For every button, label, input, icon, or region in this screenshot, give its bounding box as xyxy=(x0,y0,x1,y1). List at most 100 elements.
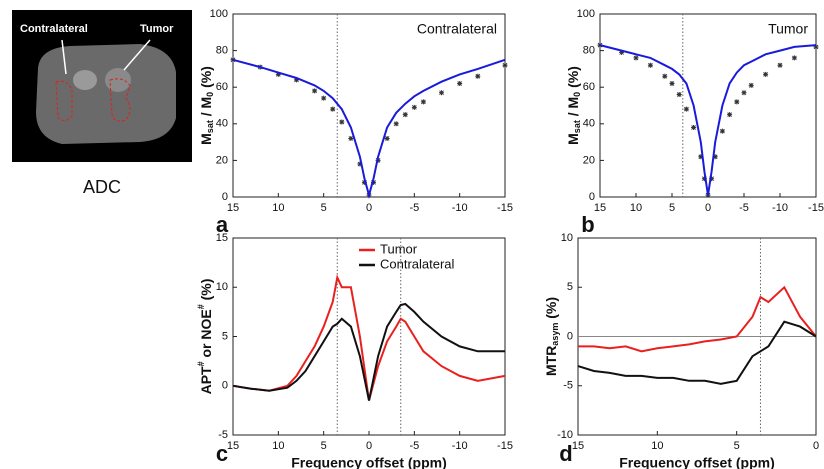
panel-letter: d xyxy=(559,441,572,466)
x-tick-label: 10 xyxy=(272,440,284,452)
y-axis-label: Msat / M0 (%) xyxy=(198,66,216,145)
y-axis-label-part: (%) xyxy=(198,66,214,92)
image-label: Contralateral xyxy=(20,23,88,35)
x-tick-label: -10 xyxy=(452,202,468,214)
brain-detail xyxy=(105,68,131,92)
y-tick-label: -10 xyxy=(557,429,573,441)
y-axis-label: Msat / M0 (%) xyxy=(565,66,583,145)
data-point xyxy=(763,71,769,77)
data-point xyxy=(420,99,426,105)
data-point xyxy=(502,62,508,68)
y-tick-label: 60 xyxy=(583,81,595,93)
y-tick-label: -5 xyxy=(218,429,228,441)
data-point xyxy=(475,73,481,79)
y-axis-label-part: or NOE xyxy=(198,309,214,361)
brain-slice xyxy=(36,44,176,144)
x-axis-label: Frequency offset (ppm) xyxy=(291,455,447,469)
x-tick-label: -5 xyxy=(739,202,749,214)
y-axis-label-part: # xyxy=(196,361,206,366)
arrow xyxy=(123,39,151,71)
y-axis-label-part: M xyxy=(565,133,581,145)
data-point xyxy=(647,62,653,68)
x-tick-label: 0 xyxy=(813,440,819,452)
y-tick-label: 5 xyxy=(567,281,573,293)
x-tick-label: 5 xyxy=(321,440,327,452)
y-tick-label: 20 xyxy=(583,154,595,166)
y-tick-label: 60 xyxy=(216,81,228,93)
data-point xyxy=(719,128,725,134)
annotation: Tumor xyxy=(768,21,808,37)
y-axis-label-part: APT xyxy=(198,366,214,394)
y-tick-label: 80 xyxy=(216,45,228,57)
x-tick-label: 0 xyxy=(366,440,372,452)
x-tick-label: -15 xyxy=(497,202,513,214)
x-tick-label: 15 xyxy=(572,440,584,452)
data-point xyxy=(312,88,318,94)
y-tick-label: 40 xyxy=(583,118,595,130)
data-point xyxy=(691,124,697,130)
x-tick-label: 0 xyxy=(705,202,711,214)
y-axis-label-part: / M xyxy=(198,97,214,120)
x-tick-label: 5 xyxy=(669,202,675,214)
x-tick-label: 5 xyxy=(734,440,740,452)
y-axis-label-part: (%) xyxy=(198,279,214,305)
x-tick-label: 15 xyxy=(227,440,239,452)
x-tick-label: 10 xyxy=(651,440,663,452)
data-point xyxy=(357,161,363,167)
arrow xyxy=(61,39,67,75)
y-axis-label-part: 0 xyxy=(205,92,215,97)
data-point xyxy=(439,90,445,96)
data-point xyxy=(293,77,299,83)
panel-letter: b xyxy=(581,212,594,237)
data-point xyxy=(727,112,733,118)
data-point xyxy=(683,106,689,112)
roi-tumor xyxy=(109,78,131,122)
data-line xyxy=(232,274,506,401)
data-line xyxy=(599,44,817,196)
y-tick-label: 0 xyxy=(567,330,573,342)
data-point xyxy=(669,81,675,87)
data-point xyxy=(411,104,417,110)
data-line xyxy=(577,320,817,385)
x-tick-label: -5 xyxy=(409,440,419,452)
y-axis-label-part: MTR xyxy=(543,346,559,376)
y-tick-label: 40 xyxy=(216,118,228,130)
data-point xyxy=(633,55,639,61)
plot-area xyxy=(232,237,506,436)
y-tick-label: 0 xyxy=(222,191,228,203)
legend-label: Contralateral xyxy=(380,256,455,271)
y-tick-label: 15 xyxy=(216,232,228,244)
data-point xyxy=(275,71,281,77)
image-caption: ADC xyxy=(83,177,121,197)
y-tick-label: -5 xyxy=(563,380,573,392)
data-point xyxy=(676,92,682,98)
image-label: Tumor xyxy=(140,23,174,35)
x-tick-label: 10 xyxy=(630,202,642,214)
y-tick-label: 5 xyxy=(222,330,228,342)
data-point xyxy=(741,90,747,96)
data-point xyxy=(321,95,327,101)
y-tick-label: 20 xyxy=(216,154,228,166)
x-tick-label: 0 xyxy=(366,202,372,214)
data-point xyxy=(748,82,754,88)
y-tick-label: 0 xyxy=(222,380,228,392)
data-line xyxy=(578,285,817,353)
y-axis-label-part: asym xyxy=(550,323,560,346)
x-tick-label: 5 xyxy=(321,202,327,214)
data-point xyxy=(384,135,390,141)
y-axis-label: MTRasym (%) xyxy=(543,297,561,376)
y-axis-label-part: / M xyxy=(565,97,581,120)
plot-area xyxy=(232,13,506,198)
data-point xyxy=(777,62,783,68)
y-tick-label: 100 xyxy=(210,8,228,20)
legend-label: Tumor xyxy=(380,241,418,256)
x-tick-label: -15 xyxy=(808,202,824,214)
x-axis-label: Frequency offset (ppm) xyxy=(619,455,775,469)
y-tick-label: 10 xyxy=(216,281,228,293)
x-tick-label: 15 xyxy=(594,202,606,214)
x-tick-label: 15 xyxy=(227,202,239,214)
data-point xyxy=(348,135,354,141)
y-tick-label: 80 xyxy=(583,45,595,57)
data-point xyxy=(457,81,463,87)
